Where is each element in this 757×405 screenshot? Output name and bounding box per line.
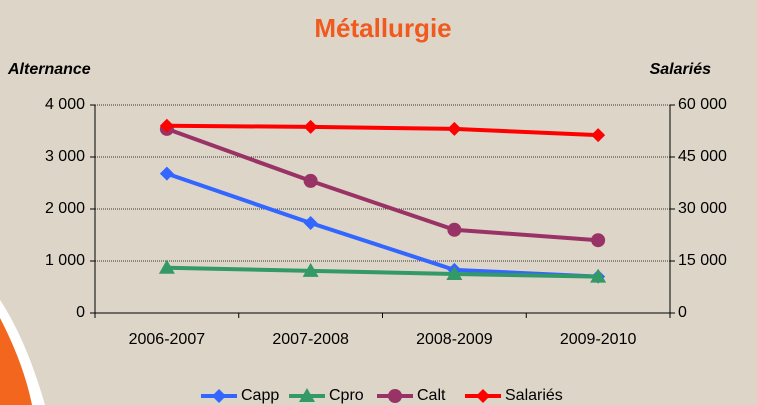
y-tick-label: 3 000: [45, 148, 85, 165]
point: [159, 118, 174, 133]
series-line: [166, 123, 599, 138]
y2-tick-label: 15 000: [678, 252, 727, 269]
series-line: [166, 127, 599, 243]
y2-axis-label: Salariés: [650, 61, 711, 78]
y-tick-label: 4 000: [45, 96, 85, 113]
point: [446, 266, 463, 280]
legend-label: Capp: [241, 387, 279, 404]
legend-marker: [388, 389, 402, 403]
point: [303, 216, 318, 231]
legend-marker: [299, 388, 315, 402]
chart-title: Métallurgie: [314, 13, 451, 43]
point: [303, 173, 318, 188]
point: [303, 119, 318, 134]
x-tick-label: 2007-2008: [272, 331, 349, 348]
point: [591, 128, 606, 143]
point: [447, 222, 462, 237]
legend-label: Calt: [417, 387, 446, 404]
y-tick-label: 0: [76, 304, 85, 321]
series-line: [166, 265, 599, 279]
point: [302, 262, 319, 277]
point: [447, 121, 462, 136]
y-tick-label: 1 000: [45, 252, 85, 269]
legend-label: Salariés: [505, 387, 563, 404]
y-tick-label: 2 000: [45, 200, 85, 217]
point: [159, 166, 174, 181]
y-axis-label: Alternance: [7, 61, 91, 78]
orange-shape: [0, 318, 32, 405]
x-tick-label: 2008-2009: [416, 331, 493, 348]
legend-marker: [212, 389, 226, 403]
point: [591, 233, 606, 248]
point: [590, 268, 607, 283]
y2-tick-label: 30 000: [678, 200, 727, 217]
legend-label: Cpro: [329, 387, 364, 404]
point: [158, 259, 175, 274]
y2-tick-label: 0: [678, 304, 687, 321]
legend-marker: [476, 389, 490, 403]
y2-tick-label: 45 000: [678, 148, 727, 165]
x-tick-label: 2006-2007: [129, 331, 206, 348]
y2-tick-label: 60 000: [678, 96, 727, 113]
series-line: [166, 171, 599, 279]
x-tick-label: 2009-2010: [560, 331, 637, 348]
